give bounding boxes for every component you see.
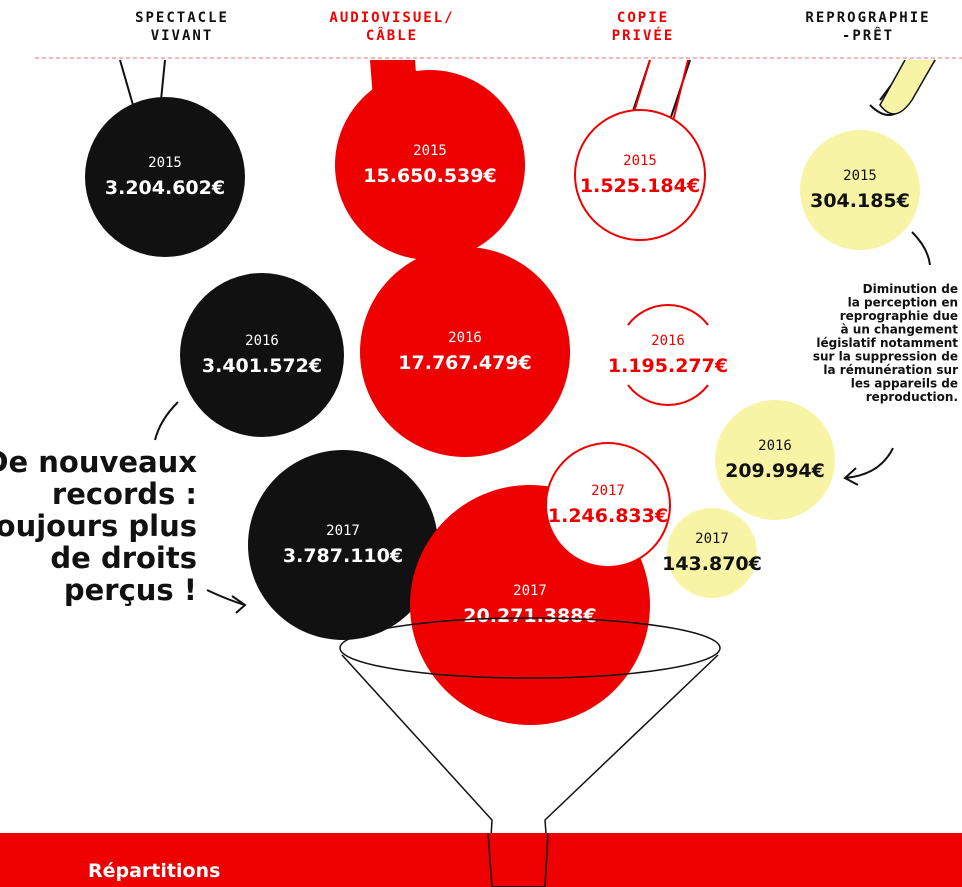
note-line: les appareils de	[851, 377, 958, 391]
headline-line: toujours plus	[0, 509, 197, 543]
note-line: la rémunération sur	[823, 363, 958, 377]
bubble-arc	[628, 305, 708, 325]
headline-line: perçus !	[64, 573, 197, 607]
note-line: Diminution de	[863, 282, 958, 296]
column-header: -PRÊT	[842, 27, 894, 44]
year: 2016	[245, 333, 279, 349]
year: 2016	[651, 333, 685, 349]
hand	[880, 60, 935, 114]
amount: 1.195.277€	[608, 355, 728, 377]
amount: 17.767.479€	[398, 352, 531, 374]
amount: 143.870€	[662, 553, 762, 575]
column-header: SPECTACLE	[135, 10, 229, 26]
column-header: AUDIOVISUEL/	[329, 10, 454, 26]
column-header: PRIVÉE	[612, 27, 675, 44]
year: 2017	[591, 483, 625, 499]
amount: 304.185€	[810, 190, 910, 212]
note-line: reproduction.	[866, 390, 958, 404]
infographic: 2015 3.204.602€ 2015 15.650.539€ 2015 1.525.1…	[0, 0, 962, 887]
canvas: 2015 3.204.602€ 2015 15.650.539€ 2015 1.525.1…	[0, 0, 962, 887]
column-header: REPROGRAPHIE	[805, 10, 930, 26]
hands	[120, 60, 935, 125]
year: 2017	[695, 531, 729, 547]
note-line: sur la suppression de	[813, 350, 958, 364]
amount: 209.994€	[725, 460, 825, 482]
year: 2015	[843, 168, 877, 184]
amount: 3.204.602€	[105, 177, 225, 199]
amount: 1.525.184€	[580, 175, 700, 197]
year: 2016	[758, 438, 792, 454]
note-line: la perception en	[848, 296, 958, 310]
year: 2015	[148, 155, 182, 171]
note-line: reprographie due	[840, 309, 958, 323]
amount: 1.246.833€	[548, 505, 668, 527]
column-header: VIVANT	[151, 28, 214, 44]
column-header: CÂBLE	[366, 27, 418, 44]
headline-line: De nouveaux	[0, 445, 197, 479]
year: 2015	[413, 143, 447, 159]
year: 2015	[623, 153, 657, 169]
amount: 20.271.388€	[463, 605, 596, 627]
amount: 15.650.539€	[363, 165, 496, 187]
footer-title: Répartitions	[88, 860, 220, 882]
amount: 3.787.110€	[283, 545, 403, 567]
year: 2017	[513, 583, 547, 599]
note-line: à un changement	[841, 323, 959, 337]
year: 2016	[448, 330, 482, 346]
bubble-arc	[628, 385, 708, 405]
year: 2017	[326, 523, 360, 539]
amount: 3.401.572€	[202, 355, 322, 377]
headline-line: de droits	[50, 541, 197, 575]
note-line: législatif notamment	[816, 336, 958, 350]
headline-line: records :	[52, 477, 197, 511]
column-header: COPIE	[617, 10, 669, 26]
